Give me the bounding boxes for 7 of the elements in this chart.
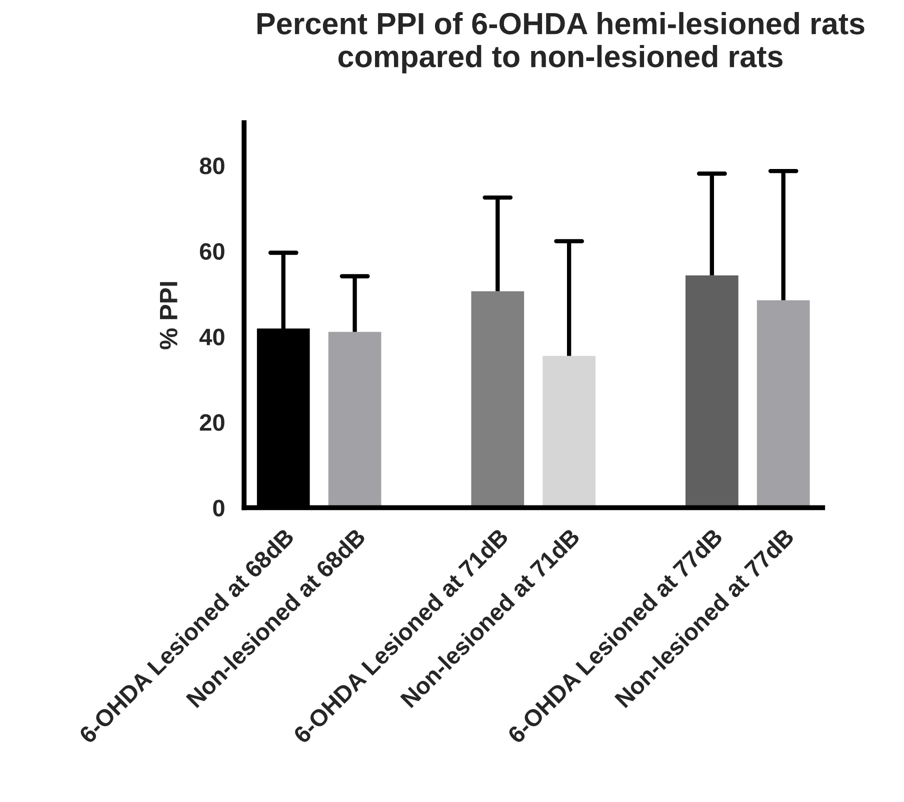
y-tick-label: 40 — [199, 328, 224, 346]
y-tick-label: 0 — [213, 500, 224, 516]
y-axis-title: % PPI — [160, 282, 178, 350]
chart-title: Percent PPI of 6-OHDA hemi-lesioned rats compared to non-lesioned rats — [257, 12, 864, 74]
y-tick-label: 80 — [200, 158, 224, 174]
y-tick-label: 60 — [200, 243, 224, 260]
y-tick-label: 20 — [200, 414, 224, 431]
